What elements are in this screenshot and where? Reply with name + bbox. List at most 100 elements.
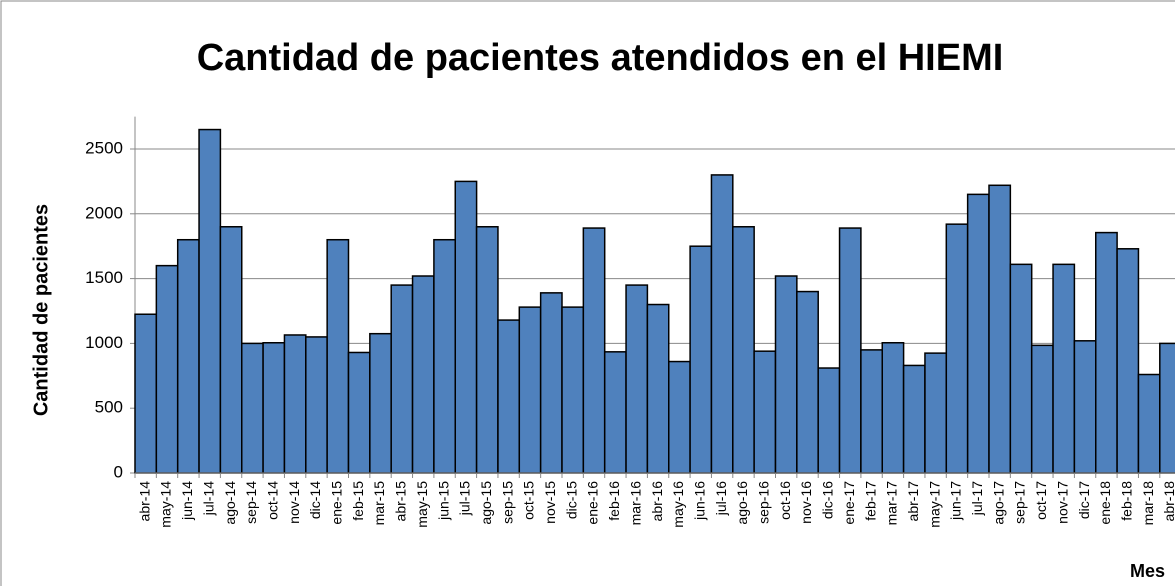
x-tick-label: may-17 bbox=[926, 481, 942, 528]
bar bbox=[219, 226, 243, 474]
bar bbox=[945, 223, 969, 474]
x-tick-label: mar-15 bbox=[371, 481, 387, 526]
bar bbox=[988, 184, 1012, 474]
y-tick-label: 0 bbox=[114, 462, 123, 481]
x-tick-label: feb-15 bbox=[350, 481, 366, 521]
x-tick-label: nov-14 bbox=[286, 481, 302, 524]
x-tick-label: nov-16 bbox=[798, 481, 814, 524]
x-tick-label: jul-17 bbox=[969, 481, 985, 516]
x-tick-label: ago-14 bbox=[222, 481, 238, 525]
x-tick-label: sep-17 bbox=[1012, 481, 1028, 524]
x-tick-label: jun-16 bbox=[691, 481, 707, 521]
x-tick-label: jun-14 bbox=[179, 481, 195, 521]
bar bbox=[796, 290, 819, 474]
bar bbox=[732, 226, 755, 474]
bar bbox=[518, 306, 542, 474]
x-tick-label: sep-14 bbox=[243, 481, 259, 524]
bar bbox=[1095, 231, 1118, 474]
x-tick-label: ene-17 bbox=[841, 481, 857, 525]
bar bbox=[561, 306, 585, 474]
x-tick-label: oct-17 bbox=[1033, 481, 1049, 520]
x-tick-label: may-14 bbox=[158, 481, 174, 528]
bar bbox=[1009, 263, 1033, 474]
bar bbox=[347, 351, 371, 474]
x-tick-label: nov-17 bbox=[1054, 481, 1070, 524]
y-tick-label: 2500 bbox=[85, 138, 123, 157]
bar bbox=[198, 128, 222, 474]
bar bbox=[497, 319, 521, 474]
chart-title: Cantidad de pacientes atendidos en el HI… bbox=[197, 37, 1004, 79]
bar bbox=[475, 226, 499, 474]
x-tick-label: abr-14 bbox=[136, 481, 152, 522]
bar bbox=[1116, 248, 1140, 474]
bar bbox=[433, 238, 456, 474]
x-tick-label: dic-17 bbox=[1076, 481, 1092, 519]
x-tick-label: mar-16 bbox=[627, 481, 643, 526]
bar bbox=[817, 367, 841, 474]
y-tick-label: 500 bbox=[95, 398, 123, 417]
bar bbox=[305, 336, 328, 474]
bar bbox=[1073, 340, 1097, 474]
x-tick-label: jul-15 bbox=[457, 481, 473, 516]
bar bbox=[710, 174, 734, 474]
x-tick-label: dic-16 bbox=[820, 481, 836, 519]
x-tick-label: jun-15 bbox=[435, 481, 451, 521]
x-tick-label: oct-14 bbox=[264, 481, 280, 520]
x-tick-label: abr-15 bbox=[393, 481, 409, 522]
x-tick-label: ene-16 bbox=[585, 481, 601, 525]
bar bbox=[582, 227, 606, 474]
bar bbox=[1030, 344, 1054, 474]
x-tick-label: ago-17 bbox=[990, 481, 1006, 525]
bar bbox=[369, 332, 392, 474]
x-tick-label: ago-16 bbox=[734, 481, 750, 525]
x-tick-label: sep-16 bbox=[756, 481, 772, 524]
bar bbox=[753, 350, 777, 474]
x-tick-label: sep-15 bbox=[499, 481, 515, 524]
bar bbox=[1052, 263, 1076, 474]
bar bbox=[390, 284, 414, 474]
x-tick-label: jul-16 bbox=[713, 481, 729, 516]
bar bbox=[902, 364, 926, 474]
x-tick-label: abr-18 bbox=[1161, 481, 1175, 522]
bar bbox=[539, 292, 563, 474]
bar bbox=[326, 238, 350, 474]
bar bbox=[924, 352, 948, 474]
x-axis-title: Mes bbox=[1130, 561, 1165, 581]
x-tick-label: may-16 bbox=[670, 481, 686, 528]
bar bbox=[134, 313, 158, 474]
bar bbox=[411, 275, 435, 474]
y-tick-label: 2000 bbox=[85, 203, 123, 222]
x-tick-label: dic-15 bbox=[563, 481, 579, 519]
bar bbox=[625, 284, 649, 474]
x-tick-label: ene-18 bbox=[1097, 481, 1113, 525]
x-tick-label: may-15 bbox=[414, 481, 430, 528]
bar bbox=[668, 360, 691, 474]
x-tick-label: abr-17 bbox=[905, 481, 921, 522]
x-tick-label: feb-17 bbox=[862, 481, 878, 521]
x-tick-label: feb-18 bbox=[1118, 481, 1134, 521]
bar bbox=[860, 349, 884, 474]
bar bbox=[176, 238, 200, 474]
x-tick-label: mar-17 bbox=[884, 481, 900, 526]
x-tick-label: oct-15 bbox=[521, 481, 537, 520]
bar bbox=[646, 303, 670, 474]
bar bbox=[838, 227, 862, 474]
x-tick-label: jun-17 bbox=[948, 481, 964, 521]
bar bbox=[966, 193, 990, 474]
x-tick-label: nov-15 bbox=[542, 481, 558, 524]
x-tick-label: ago-15 bbox=[478, 481, 494, 525]
x-tick-label: feb-16 bbox=[606, 481, 622, 521]
bar bbox=[155, 264, 179, 474]
y-tick-label: 1000 bbox=[85, 333, 123, 352]
bar bbox=[241, 342, 264, 474]
bar bbox=[603, 351, 627, 474]
bar bbox=[454, 180, 478, 474]
bar bbox=[774, 275, 798, 474]
y-axis-title: Cantidad de pacientes bbox=[30, 204, 52, 416]
bar bbox=[689, 245, 713, 474]
x-tick-label: jul-14 bbox=[200, 481, 216, 516]
y-tick-label: 1500 bbox=[85, 268, 123, 287]
bar bbox=[1137, 373, 1161, 474]
bar bbox=[1159, 342, 1175, 474]
